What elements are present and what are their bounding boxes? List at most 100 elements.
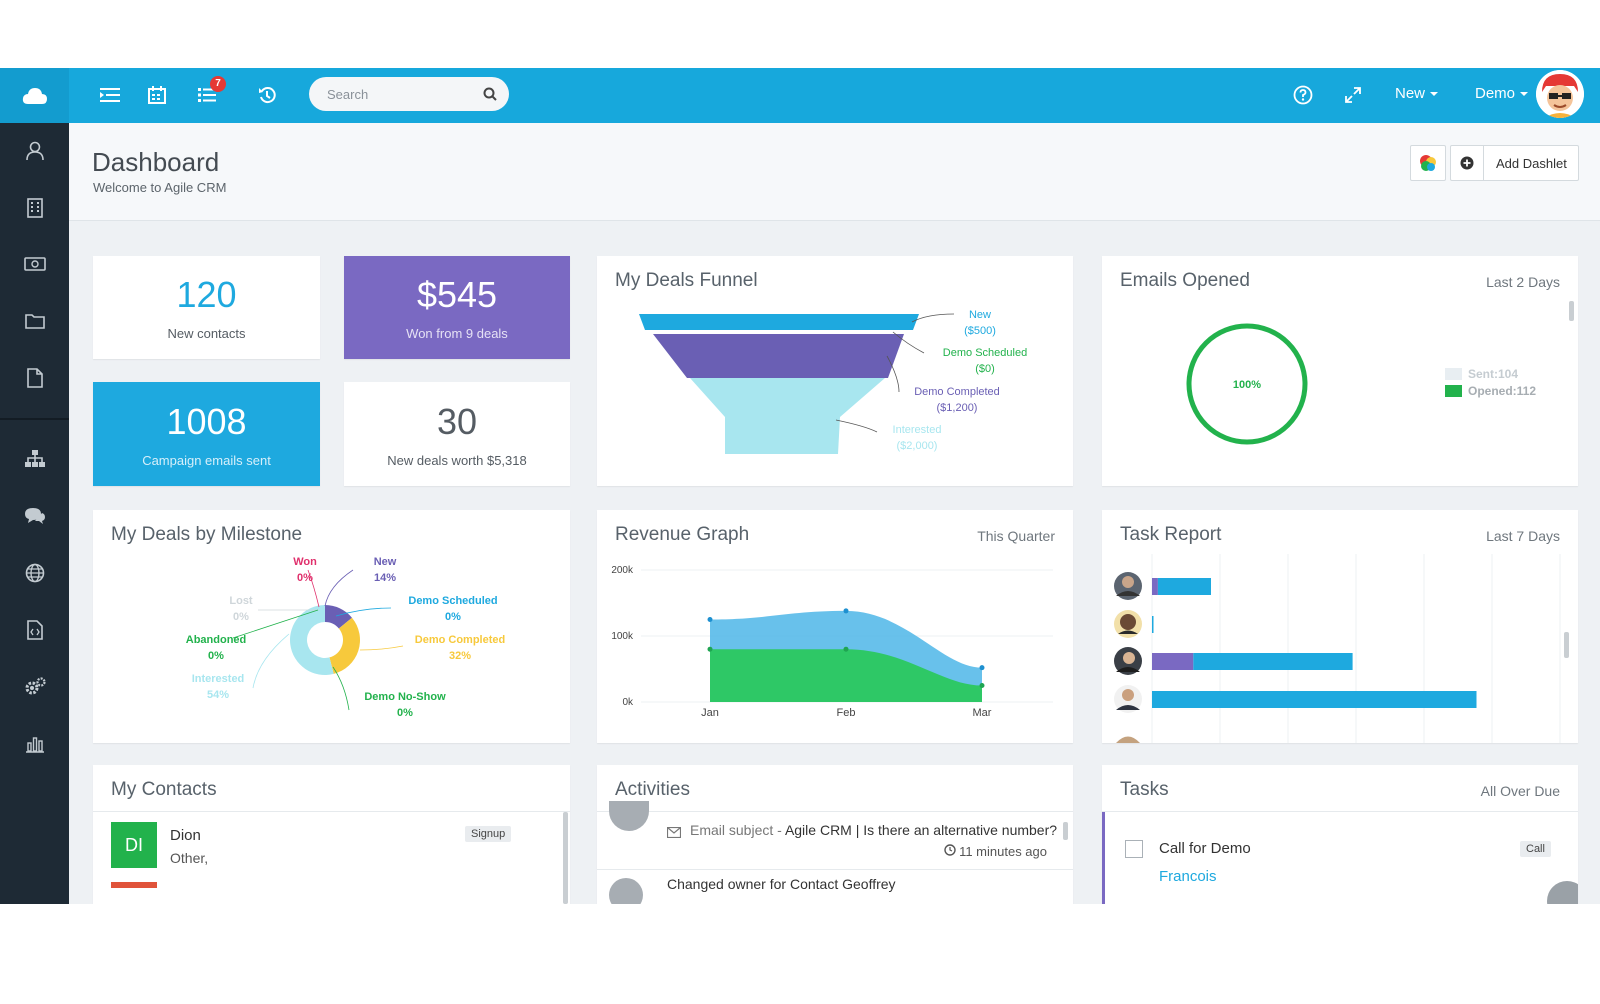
history-icon[interactable]: [254, 82, 280, 108]
new-menu-button[interactable]: New: [1395, 85, 1439, 102]
task-report-card: Task Report Last 7 Days: [1102, 510, 1578, 743]
divider: [93, 811, 570, 812]
card-title: Revenue Graph: [615, 524, 750, 545]
card-title: My Deals Funnel: [615, 270, 758, 291]
stat-tile-campaign-emails[interactable]: 1008 Campaign emails sent: [93, 382, 320, 486]
companies-building-icon[interactable]: [22, 195, 48, 221]
help-icon[interactable]: [1290, 82, 1316, 108]
revenue-data-point[interactable]: [707, 646, 713, 652]
stat-label: Campaign emails sent: [142, 452, 271, 468]
funnel-label-value: ($0): [975, 363, 995, 375]
divider: [1102, 811, 1578, 812]
x-tick-label: Jan: [701, 707, 719, 719]
task-report-bar-chart: [1114, 554, 1561, 743]
funnel-label-name: Interested: [893, 424, 942, 436]
stat-tile-new-contacts[interactable]: 120 New contacts: [93, 256, 320, 359]
activity-prefix: Email subject -: [690, 822, 782, 838]
cloud-logo-icon[interactable]: [0, 68, 69, 123]
activity-time: 11 minutes ago: [959, 844, 1047, 859]
donut-slice[interactable]: [325, 605, 352, 629]
user-menu-button[interactable]: Demo: [1475, 85, 1529, 102]
funnel-label-name: Demo Completed: [914, 386, 1000, 398]
page-header: Dashboard Welcome to Agile CRM Add Dashl…: [69, 123, 1600, 221]
chat-comments-icon[interactable]: [22, 503, 48, 529]
card-title: Emails Opened: [1120, 270, 1250, 291]
contact-initials-avatar[interactable]: [111, 882, 157, 888]
scrollbar[interactable]: [563, 812, 568, 904]
divider: [597, 811, 1073, 812]
task-checkbox[interactable]: [1125, 840, 1143, 858]
task-contact-link[interactable]: Francois: [1159, 868, 1217, 885]
revenue-graph-card: Revenue Graph This Quarter 200k 100k 0k …: [597, 510, 1073, 743]
legend-swatch: [1445, 385, 1462, 397]
scrollbar[interactable]: [1569, 301, 1574, 321]
scrollbar[interactable]: [1564, 632, 1569, 658]
slice-label-value: 0%: [233, 611, 249, 623]
task-report-bar[interactable]: [1157, 578, 1211, 595]
funnel-stage-interested[interactable]: [690, 378, 885, 454]
divider: [597, 869, 1073, 870]
search-icon[interactable]: [483, 87, 497, 106]
task-type-badge[interactable]: Call: [1520, 841, 1551, 857]
opened-ring[interactable]: [1186, 323, 1308, 445]
donut-slice[interactable]: [290, 605, 334, 675]
task-report-bar[interactable]: [1152, 578, 1158, 595]
expand-icon[interactable]: [1340, 82, 1366, 108]
add-dashlet-button[interactable]: Add Dashlet: [1450, 145, 1579, 181]
calendar-icon[interactable]: [144, 82, 170, 108]
task-priority-bar: [1102, 812, 1105, 904]
user-avatar[interactable]: [1536, 70, 1584, 118]
emails-opened-card: Emails Opened Last 2 Days 100% Sent:104 …: [1102, 256, 1578, 486]
stat-label: Won from 9 deals: [406, 326, 508, 341]
funnel-label-value: ($2,000): [897, 440, 938, 452]
slice-label-name: Abandoned: [186, 634, 247, 646]
funnel-stage-demo-completed[interactable]: [653, 334, 904, 378]
workflows-sitemap-icon[interactable]: [22, 446, 48, 472]
y-tick-label: 0k: [622, 697, 634, 708]
user-avatar: [609, 878, 643, 904]
theme-palette-button[interactable]: [1410, 145, 1446, 181]
search-box: [309, 77, 509, 111]
revenue-data-point[interactable]: [979, 665, 985, 671]
contact-initials-avatar[interactable]: DI: [111, 822, 157, 868]
revenue-data-point[interactable]: [979, 683, 985, 688]
task-report-bar[interactable]: [1193, 653, 1353, 670]
activities-card: Activities Email subject - Agile CRM | I…: [597, 765, 1073, 904]
revenue-data-point[interactable]: [843, 608, 849, 614]
documents-file-icon[interactable]: [22, 365, 48, 391]
web-globe-icon[interactable]: [22, 560, 48, 586]
task-report-bar[interactable]: [1152, 691, 1477, 708]
settings-gears-icon[interactable]: [22, 674, 48, 700]
activity-subject[interactable]: Agile CRM | Is there an alternative numb…: [784, 822, 1058, 838]
slice-label-name: Interested: [192, 673, 245, 685]
card-range: Last 7 Days: [1486, 528, 1560, 544]
contacts-person-icon[interactable]: [22, 138, 48, 164]
slice-label-value: 0%: [445, 611, 461, 623]
legend-swatch: [1445, 368, 1462, 380]
task-report-bar[interactable]: [1152, 653, 1194, 670]
search-input[interactable]: [309, 77, 459, 111]
stat-value: $545: [416, 274, 498, 315]
reports-bar-chart-icon[interactable]: [22, 731, 48, 757]
scrollbar[interactable]: [1063, 822, 1068, 840]
forms-code-file-icon[interactable]: [22, 617, 48, 643]
tasks-list-icon[interactable]: 7: [194, 76, 226, 108]
deals-money-icon[interactable]: [22, 251, 48, 277]
deals-funnel-card: My Deals Funnel New ($500) Demo Schedule…: [597, 256, 1073, 486]
activity-text[interactable]: Changed owner for Contact Geoffrey: [667, 876, 896, 892]
task-report-bar[interactable]: [1152, 616, 1154, 633]
contact-tag-badge[interactable]: Signup: [465, 826, 512, 842]
donut-slice[interactable]: [329, 617, 360, 674]
revenue-series-area[interactable]: [710, 649, 982, 702]
stat-tile-won-deals[interactable]: $545 Won from 9 deals: [344, 256, 570, 359]
menu-toggle-icon[interactable]: [97, 82, 123, 108]
revenue-data-point[interactable]: [843, 646, 849, 652]
revenue-data-point[interactable]: [707, 617, 713, 622]
milestone-donut-chart: Won 0% New 14% Demo Scheduled 0% Demo Co…: [186, 556, 505, 719]
cases-folder-icon[interactable]: [22, 308, 48, 334]
slice-label-name: New: [374, 556, 397, 568]
contact-name[interactable]: Dion: [170, 827, 201, 844]
task-name[interactable]: Call for Demo: [1159, 840, 1251, 857]
funnel-stage-new[interactable]: [639, 314, 919, 330]
stat-tile-new-deals[interactable]: 30 New deals worth $5,318: [344, 382, 570, 486]
